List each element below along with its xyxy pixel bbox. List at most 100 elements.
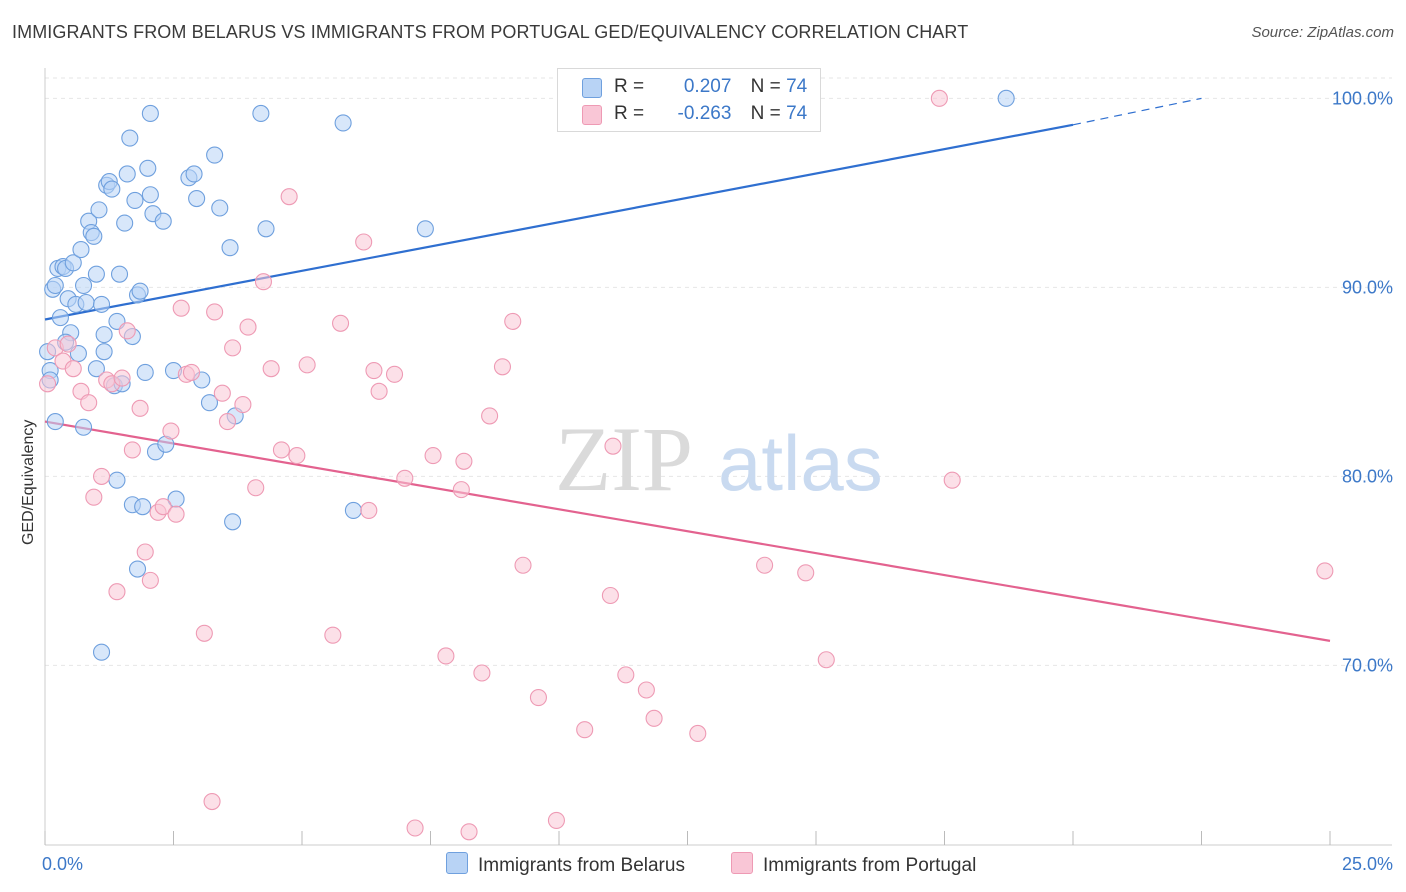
belarus-point <box>46 413 64 431</box>
portugal-point <box>365 361 383 380</box>
portugal-point <box>298 356 316 374</box>
belarus-point <box>416 220 434 238</box>
source-credit: Source: ZipAtlas.com <box>1251 24 1394 41</box>
belarus-point <box>72 241 90 259</box>
portugal-point <box>262 360 280 378</box>
legend-r-label: R = <box>614 103 645 124</box>
watermark-atlas: atlas <box>718 419 883 507</box>
portugal-point <box>529 689 547 707</box>
portugal-point <box>943 471 961 489</box>
portugal-point <box>80 394 98 412</box>
portugal-point <box>172 299 190 317</box>
portugal-point <box>131 399 149 417</box>
portugal-point <box>141 571 159 589</box>
tick-labels: 70.0% 80.0% 90.0% 100.0% 0.0% 25.0% <box>42 88 1393 874</box>
portugal-point <box>118 322 136 340</box>
portugal-point <box>797 564 815 582</box>
portugal-trend-line <box>44 420 1331 642</box>
portugal-point <box>182 363 201 381</box>
y-tick-label: 80.0% <box>1342 466 1393 486</box>
belarus-point <box>344 501 362 519</box>
portugal-point <box>39 375 57 393</box>
portugal-point <box>136 543 154 561</box>
portugal-point <box>547 811 565 829</box>
portugal-point <box>455 452 473 470</box>
portugal-point <box>396 469 414 487</box>
portugal-point <box>617 666 635 684</box>
stats-legend: R = 0.207 N = 74 R = -0.263 N = 74 <box>557 68 821 132</box>
portugal-swatch <box>582 105 602 125</box>
portugal-point <box>206 303 224 321</box>
legend-n-label: N = <box>750 76 781 97</box>
portugal-point <box>331 314 350 332</box>
legend-n-value-portugal: 74 <box>786 103 808 124</box>
axes <box>44 68 1392 846</box>
belarus-point <box>252 104 270 123</box>
belarus-point <box>211 199 229 217</box>
portugal-point <box>406 819 424 837</box>
x-tick-label: 0.0% <box>42 854 83 874</box>
portugal-point <box>108 583 126 601</box>
portugal-point <box>64 360 82 378</box>
portugal-point <box>167 505 185 523</box>
portugal-point <box>324 626 342 644</box>
portugal-point <box>360 501 378 519</box>
portugal-point <box>85 488 103 506</box>
belarus-point <box>51 309 69 327</box>
belarus-point <box>90 201 108 219</box>
portugal-point <box>1316 562 1334 580</box>
belarus-point <box>188 189 206 208</box>
portugal-point <box>288 447 306 465</box>
belarus-point <box>75 418 93 436</box>
belarus-legend-swatch <box>446 852 468 874</box>
belarus-point <box>200 394 219 412</box>
portugal-point <box>645 709 663 727</box>
belarus-point <box>257 220 275 238</box>
belarus-point <box>185 165 203 183</box>
portugal-point <box>280 188 298 206</box>
portugal-legend-swatch <box>731 852 753 874</box>
belarus-point <box>141 186 159 204</box>
belarus-point <box>134 498 152 516</box>
belarus-point <box>77 293 95 312</box>
portugal-point <box>460 823 478 841</box>
belarus-point <box>110 265 129 283</box>
gridlines <box>45 77 1392 666</box>
portugal-point <box>385 365 404 383</box>
portugal-point <box>481 407 499 425</box>
y-tick-label: 90.0% <box>1342 277 1393 297</box>
portugal-point <box>689 724 707 743</box>
portugal-point <box>162 422 180 440</box>
portugal-point <box>123 441 141 459</box>
legend-r-label: R = <box>614 76 645 97</box>
portugal-point <box>247 479 265 497</box>
legend-r-value-portugal: -0.263 <box>677 103 732 124</box>
portugal-point <box>218 413 237 431</box>
portugal-point <box>604 437 622 455</box>
portugal-point <box>92 467 111 485</box>
belarus-point <box>141 104 159 123</box>
portugal-point <box>514 556 532 574</box>
portugal-point <box>254 273 273 291</box>
portugal-point <box>272 441 290 459</box>
belarus-point <box>121 129 139 147</box>
portugal-point <box>234 396 252 414</box>
belarus-trend-extension <box>1072 97 1202 126</box>
belarus-point <box>46 276 64 295</box>
portugal-point <box>203 792 221 811</box>
belarus-point <box>118 165 136 183</box>
portugal-point <box>756 556 774 574</box>
portugal-point <box>452 481 470 499</box>
belarus-point <box>75 276 93 295</box>
belarus-point <box>131 282 149 300</box>
portugal-point <box>224 339 242 357</box>
chart-title: IMMIGRANTS FROM BELARUS VS IMMIGRANTS FR… <box>12 22 969 42</box>
belarus-point <box>92 295 111 313</box>
legend-n-label: N = <box>750 103 781 124</box>
belarus-point <box>92 643 111 661</box>
portugal-point <box>637 681 655 699</box>
belarus-point <box>997 89 1015 107</box>
watermark-zip: ZIP <box>555 408 693 510</box>
trend-lines <box>44 97 1331 642</box>
portugal-point <box>239 318 257 336</box>
